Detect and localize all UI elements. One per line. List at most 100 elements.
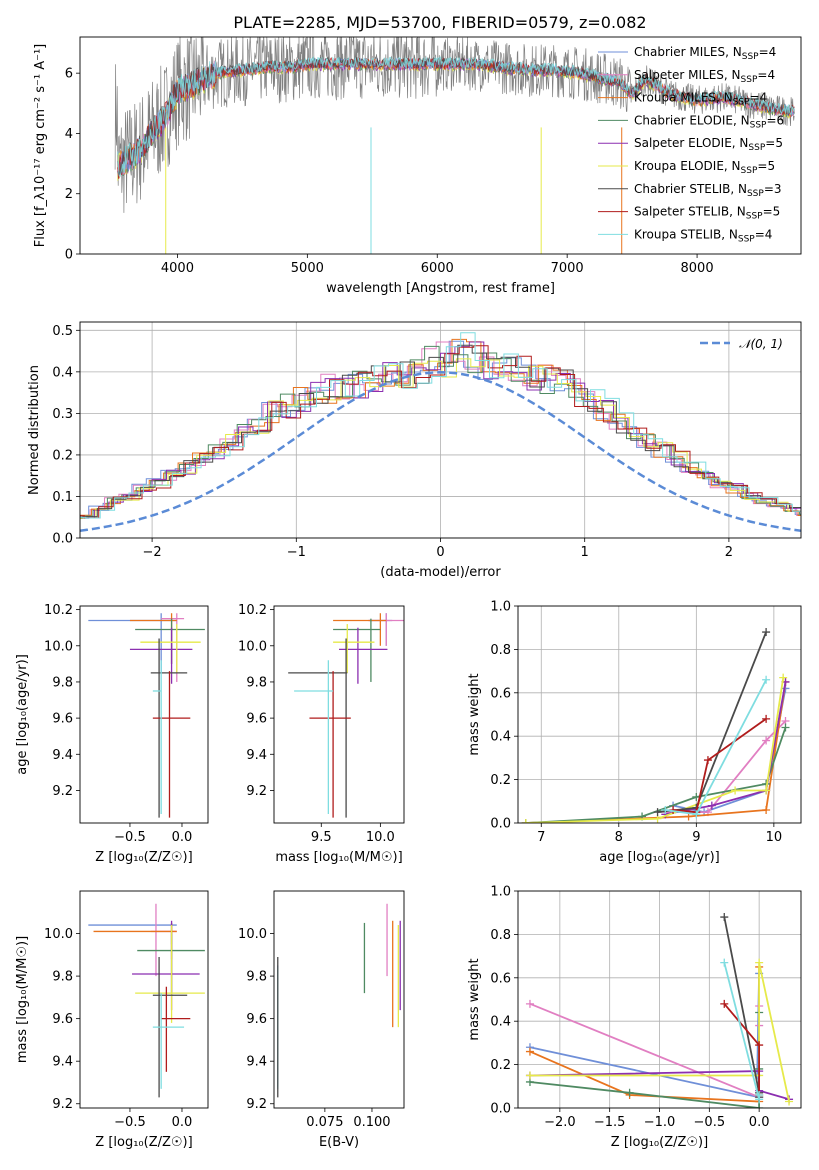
x-tick-label: 8000	[681, 261, 714, 276]
x-tick-label: −1.0	[644, 1115, 676, 1130]
chabrier_stelib-weight-point	[653, 808, 662, 817]
residuals-axes: −2 −1 0 1 2 0.0 0.1 0.2 0.3 0.4 0.5 (data-model)/er…	[27, 321, 802, 580]
salpeter_stelib-weight-point	[755, 1041, 764, 1050]
legend-entry: Kroupa STELIB, NSSP=4	[634, 227, 772, 244]
kroupa_stelib-weight-point	[762, 675, 771, 684]
y-tick-label: 9.4	[246, 1055, 267, 1070]
salpeter_elodie-weight-point	[707, 801, 716, 810]
x-tick-label: 9.5	[311, 830, 332, 845]
x-tick-label: −2.0	[544, 1115, 576, 1130]
mass_vs_z-axes: −0.5 0.0 9.2 9.4 9.6 9.8 10.0 Z [log₁₀(Z/Z☉)] ma…	[15, 890, 209, 1150]
kroupa_miles-weight-point	[525, 1047, 534, 1056]
y-tick-label: 0.4	[490, 1015, 511, 1030]
y-tick-label: 9.8	[246, 970, 267, 985]
legend-entry: Salpeter STELIB, NSSP=5	[634, 205, 780, 222]
weight_vs_age-y-label: mass weight	[467, 673, 482, 755]
chabrier_elodie-weight-line	[525, 727, 787, 823]
kroupa_stelib-weight-point	[661, 805, 670, 814]
salpeter_elodie-weight-line	[665, 681, 787, 816]
mass_vs_ebv-plot-area	[277, 903, 401, 1098]
legend-entry: Salpeter ELODIE, NSSP=5	[634, 136, 783, 153]
spectrum-y-label: Flux [f_λ10⁻¹⁷ erg cm⁻² s⁻¹ A⁻¹]	[33, 44, 48, 248]
age_vs_mass-x-label: mass [log₁₀(M/M☉)]	[275, 850, 402, 865]
kroupa_elodie-weight-line	[525, 677, 785, 823]
age_vs_z-axes: −0.5 0.0 9.2 9.4 9.6 9.8 10.0 10.2 Z [log₁₀(Z/Z☉…	[15, 603, 209, 865]
weight_vs_z-axes: −2.0 −1.5 −1.0 −0.5 0.0 0.0 0.2 0.4 0.6 0.8 1.0 Z […	[467, 885, 802, 1150]
x-tick-label: −0.5	[114, 830, 146, 845]
kroupa_stelib-weight-point	[720, 958, 729, 967]
weight_vs_z-x-label: Z [log₁₀(Z/Z☉)]	[611, 1135, 708, 1150]
y-tick-label: 4	[65, 127, 73, 142]
chabrier_elodie-weight-point	[625, 1088, 634, 1097]
kroupa_elodie-weight-point	[762, 786, 771, 795]
y-tick-label: 6	[65, 67, 73, 82]
y-tick-label: 0.4	[490, 730, 511, 745]
salpeter_stelib-weight-point	[762, 714, 771, 723]
salpeter_miles-weight-point	[762, 736, 771, 745]
chabrier_miles-weight-line	[529, 973, 760, 1099]
age_vs_mass-axes: 9.5 10.0 9.2 9.4 9.6 9.8 10.0 10.2 mass [log₁₀(M…	[238, 603, 405, 865]
kroupa_stelib-weight-point	[755, 1090, 764, 1099]
mass_vs_z-x-label: Z [log₁₀(Z/Z☉)]	[95, 1135, 192, 1150]
chabrier_stelib-histogram	[80, 344, 801, 519]
weight_vs_age-axes: 7 8 9 10 0.0 0.2 0.4 0.6 0.8 1.0 age [log₁₀(age/yr…	[467, 600, 802, 865]
kroupa_elodie-weight-point	[785, 1097, 794, 1106]
x-tick-label: 7000	[551, 261, 584, 276]
y-tick-label: 0.0	[490, 1102, 511, 1117]
y-tick-label: 9.2	[52, 784, 73, 799]
mass_vs_ebv-frame	[273, 890, 405, 1109]
x-tick-label: 0.100	[353, 1115, 390, 1130]
legend-entry: Chabrier ELODIE, NSSP=6	[634, 113, 784, 130]
y-tick-label: 0.2	[490, 773, 511, 788]
age_vs_z-y-label: age [log₁₀(age/yr)]	[15, 654, 30, 775]
spectrum-frame	[79, 36, 802, 255]
kroupa_miles-weight-point	[762, 805, 771, 814]
x-tick-label: 1	[581, 545, 589, 560]
kroupa_elodie-weight-line	[530, 962, 790, 1102]
kroupa_stelib-weight-line	[723, 962, 760, 1100]
y-tick-label: 0.4	[52, 365, 73, 380]
kroupa_elodie-weight-point	[521, 819, 530, 823]
kroupa_elodie-weight-point	[525, 1071, 534, 1080]
y-tick-label: 0.0	[490, 817, 511, 832]
residuals-plot-area	[80, 322, 801, 538]
mass_vs_z-frame	[79, 890, 209, 1109]
legend-entry: 𝒩(0, 1)	[739, 337, 783, 351]
x-tick-label: −0.5	[114, 1115, 146, 1130]
kroupa_elodie-weight-point	[731, 786, 740, 795]
chabrier_elodie-weight-point	[781, 723, 790, 732]
x-tick-label: 2	[725, 545, 733, 560]
chabrier_stelib-weight-point	[720, 913, 729, 922]
x-tick-label: −2	[143, 545, 162, 560]
mass_vs_ebv-axes: 0.075 0.100 9.2 9.4 9.6 9.8 10.0 E(B-V)	[238, 890, 405, 1150]
figure-title: PLATE=2285, MJD=53700, FIBERID=0579, z=0…	[233, 13, 646, 32]
salpeter_miles-weight-line	[529, 1002, 760, 1099]
normal-curve	[80, 371, 801, 532]
chabrier_stelib-weight-line	[723, 916, 760, 1098]
y-tick-label: 1.0	[490, 885, 511, 900]
mass_vs_ebv-x-label: E(B-V)	[319, 1135, 359, 1150]
y-tick-label: 0.1	[52, 490, 73, 505]
x-tick-label: −1.5	[594, 1115, 626, 1130]
y-tick-label: 9.8	[246, 675, 267, 690]
y-tick-label: 9.4	[246, 748, 267, 763]
residual-legend: 𝒩(0, 1)	[700, 337, 783, 351]
kroupa_stelib-weight-point	[692, 810, 701, 819]
mass_vs_z-plot-area	[88, 903, 205, 1098]
x-tick-label: 9	[692, 830, 700, 845]
y-tick-label: 1.0	[490, 600, 511, 615]
weight_vs_z-plot-area	[518, 891, 801, 1108]
x-tick-label: −0.5	[694, 1115, 726, 1130]
y-tick-label: 9.4	[52, 1055, 73, 1070]
age_vs_mass-frame	[273, 605, 405, 824]
y-tick-label: 9.4	[52, 748, 73, 763]
x-tick-label: 4000	[161, 261, 194, 276]
age_vs_z-frame	[79, 605, 209, 824]
y-tick-label: 0.2	[52, 448, 73, 463]
y-tick-label: 10.0	[44, 927, 73, 942]
legend-entry: Salpeter MILES, NSSP=4	[634, 68, 775, 85]
spectrum-axes: 4000 5000 6000 7000 8000 0 2 4 6 wavelength [Angs…	[33, 36, 802, 296]
kroupa_elodie-weight-point	[755, 958, 764, 967]
kroupa_elodie-weight-point	[779, 673, 788, 682]
chabrier_elodie-weight-line	[529, 1012, 760, 1108]
